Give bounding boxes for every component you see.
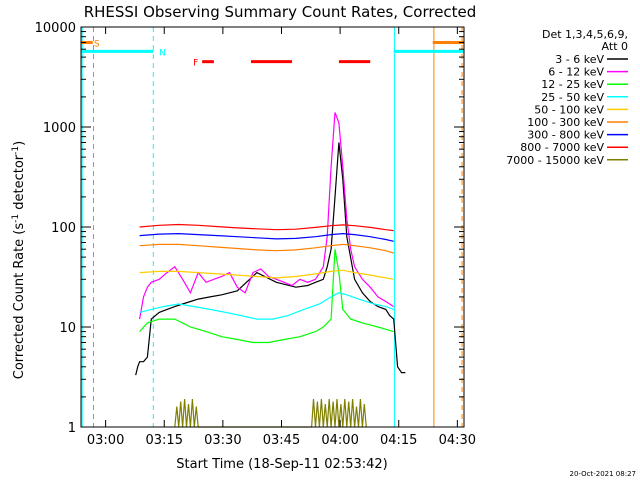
series-line-7 <box>139 223 394 232</box>
legend-label-1: 6 - 12 keV <box>548 66 604 79</box>
y-tick-label-0: 1 <box>68 421 76 436</box>
y-axis-label: Corrected Count Rate (s-1 detector-1) <box>11 141 27 379</box>
x-axis-label: Start Time (18-Sep-11 02:53:42) <box>176 457 387 472</box>
ylabel-part-3: ) <box>12 141 27 146</box>
y-tick-label-1: 10 <box>59 321 76 336</box>
legend-header-2: Att 0 <box>602 40 628 53</box>
chart-title: RHESSI Observing Summary Count Rates, Co… <box>84 3 477 21</box>
series-line-3 <box>139 292 394 320</box>
series-line-1 <box>139 112 395 320</box>
legend-label-2: 12 - 25 keV <box>541 78 604 91</box>
y-tick-label-3: 1000 <box>43 121 76 136</box>
plot-frame <box>80 26 465 428</box>
series-line-2 <box>139 249 394 344</box>
plot-area: S N F <box>81 27 464 428</box>
y-tick-label-4: 10000 <box>35 21 76 36</box>
ylabel-part-2: detector <box>12 154 27 214</box>
ylabel-part-1: Corrected Count Rate (s <box>12 223 27 380</box>
x-tick-label-1: 03:15 <box>146 433 183 448</box>
series-line-4 <box>139 269 394 280</box>
x-tick-label-6: 04:30 <box>439 433 476 448</box>
series-line-5 <box>139 243 394 254</box>
ylabel-sup-1: -1 <box>11 214 21 223</box>
x-tick-label-4: 04:00 <box>321 433 358 448</box>
x-tick-label-2: 03:30 <box>204 433 241 448</box>
ylabel-sup-2: -1 <box>11 146 21 155</box>
series-line-8 <box>174 399 367 428</box>
legend-label-0: 3 - 6 keV <box>555 53 604 66</box>
legend-label-5: 100 - 300 keV <box>527 116 604 129</box>
flag-label-0: S <box>94 39 100 49</box>
legend-label-8: 7000 - 15000 keV <box>506 154 604 167</box>
x-tick-label-3: 03:45 <box>263 433 300 448</box>
axes: 03:00 03:15 03:30 03:45 04:00 04:15 04:30 1 10 10… <box>35 21 476 448</box>
footer-date: 20-Oct-2021 08:27 <box>570 470 636 478</box>
x-tick-label-5: 04:15 <box>380 433 417 448</box>
flag-label-1: N <box>159 48 166 58</box>
legend-label-7: 800 - 7000 keV <box>520 141 604 154</box>
legend-label-6: 300 - 800 keV <box>527 129 604 142</box>
series-line-6 <box>139 232 394 242</box>
legend-header-1: Det 1,3,4,5,6,9, <box>542 28 628 41</box>
y-tick-label-2: 100 <box>51 221 76 236</box>
flag-label-2: F <box>193 59 198 69</box>
svg-text:Corrected Count Rate (s-1 dete: Corrected Count Rate (s-1 detector-1) <box>11 141 27 379</box>
legend-label-4: 50 - 100 keV <box>534 103 604 116</box>
x-tick-label-0: 03:00 <box>87 433 124 448</box>
legend-label-3: 25 - 50 keV <box>541 91 604 104</box>
series-line-0 <box>135 142 406 376</box>
